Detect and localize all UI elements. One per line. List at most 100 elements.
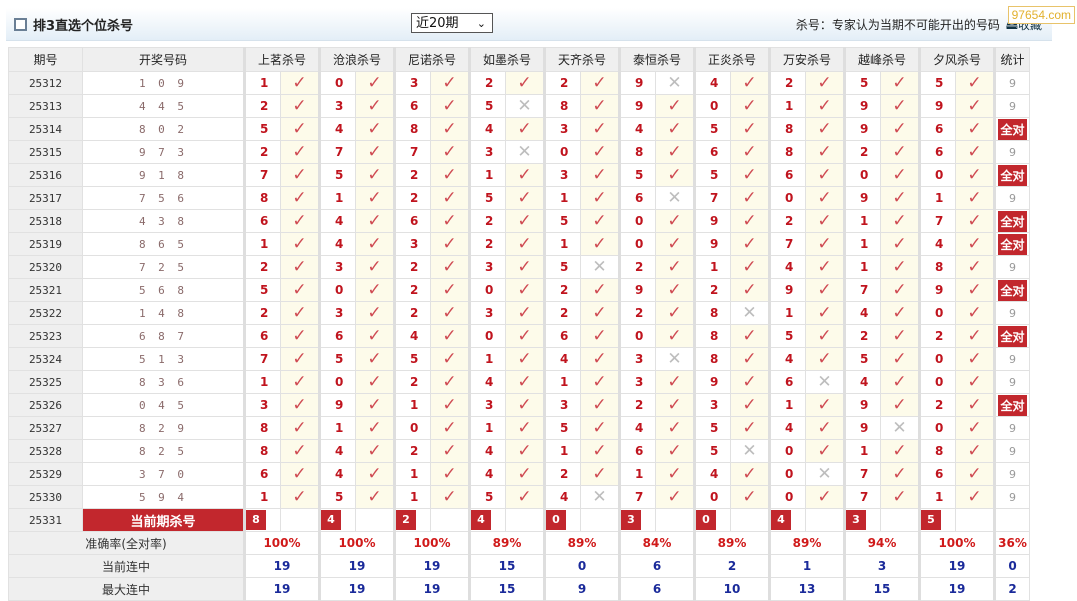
kill-number-cell: 5	[693, 416, 731, 440]
kill-number-cell: 6	[243, 462, 281, 486]
summary-value: 84%	[618, 531, 695, 555]
stat-cell: 全对	[993, 324, 1030, 348]
check-icon: ✓	[655, 393, 695, 417]
kill-number-cell: 1	[468, 416, 506, 440]
check-icon: ✓	[655, 462, 695, 486]
check-icon: ✓	[805, 301, 845, 325]
check-icon: ✓	[955, 370, 995, 394]
period-cell: 25319	[8, 232, 83, 256]
summary-value: 19	[318, 577, 395, 601]
summary-label: 最大连中	[8, 577, 245, 601]
kill-number-cell: 7	[918, 209, 956, 233]
kill-number-cell: 0	[918, 301, 956, 325]
kill-number-cell: 1	[843, 232, 881, 256]
kill-number-cell: 1	[543, 232, 581, 256]
column-header-period: 期号	[8, 47, 83, 72]
kill-number-cell: 3	[618, 370, 656, 394]
period-cell: 25324	[8, 347, 83, 371]
kill-number-cell: 4	[468, 370, 506, 394]
check-icon: ✓	[355, 232, 395, 256]
kill-number-cell: 1	[843, 439, 881, 463]
check-icon: ✓	[280, 186, 320, 210]
kill-number-cell: 2	[393, 186, 431, 210]
check-icon: ✓	[730, 393, 770, 417]
kill-number-cell: 7	[693, 186, 731, 210]
check-icon: ✓	[430, 324, 470, 348]
period-cell: 25321	[8, 278, 83, 302]
current-kill-number: 4	[471, 510, 491, 530]
kill-number-cell: 3	[468, 301, 506, 325]
check-icon: ✓	[655, 370, 695, 394]
kill-number-cell: 2	[918, 393, 956, 417]
draw-number-cell: 3 7 0	[82, 462, 245, 486]
kill-number-cell: 2	[543, 71, 581, 95]
draw-number-cell: 6 8 7	[82, 324, 245, 348]
summary-label: 准确率(全对率)	[8, 531, 245, 555]
check-icon: ✓	[805, 163, 845, 187]
kill-number-cell: 5	[468, 94, 506, 118]
period-cell: 25314	[8, 117, 83, 141]
check-icon: ✓	[355, 439, 395, 463]
stat-cell: 9	[993, 301, 1030, 325]
draw-number-cell: 4 3 8	[82, 209, 245, 233]
check-icon: ✓	[430, 393, 470, 417]
kill-number-cell: 8	[693, 347, 731, 371]
summary-value: 3	[843, 554, 920, 578]
kill-number-cell: 0	[693, 94, 731, 118]
empty-stat-cell	[993, 508, 1030, 532]
check-icon: ✓	[655, 485, 695, 509]
kill-number-cell: 6	[618, 186, 656, 210]
check-icon: ✓	[580, 439, 620, 463]
stat-cell: 9	[993, 255, 1030, 279]
summary-value: 6	[618, 554, 695, 578]
summary-row: 最大连中 19 19 19 15 9 6 10 13 15 19 2	[8, 577, 1030, 601]
period-cell: 25315	[8, 140, 83, 164]
kill-number-cell: 2	[543, 301, 581, 325]
period-cell: 25318	[8, 209, 83, 233]
stat-cell: 9	[993, 416, 1030, 440]
kill-number-cell: 4	[618, 117, 656, 141]
check-icon: ✓	[730, 347, 770, 371]
check-icon: ✓	[280, 209, 320, 233]
kill-number-cell: 9	[918, 278, 956, 302]
check-icon: ✓	[730, 255, 770, 279]
period-cell: 25328	[8, 439, 83, 463]
kill-number-cell: 8	[243, 416, 281, 440]
kill-number-cell: 9	[318, 393, 356, 417]
kill-number-cell: 3	[318, 301, 356, 325]
check-icon: ✓	[430, 278, 470, 302]
period-select[interactable]: 近20期 ⌄	[411, 13, 493, 33]
period-cell: 25325	[8, 370, 83, 394]
check-icon: ✓	[580, 232, 620, 256]
kill-number-cell: 8	[393, 117, 431, 141]
summary-row: 当前连中 19 19 19 15 0 6 2 1 3 19 0	[8, 554, 1030, 578]
check-icon: ✓	[580, 186, 620, 210]
kill-number-cell: 1	[243, 485, 281, 509]
check-icon: ✓	[280, 485, 320, 509]
current-kill-number: 0	[546, 510, 566, 530]
draw-number-cell: 9 1 8	[82, 163, 245, 187]
check-icon: ✓	[880, 347, 920, 371]
kill-number-cell: 9	[618, 71, 656, 95]
check-icon: ✓	[355, 485, 395, 509]
summary-value: 19	[918, 554, 995, 578]
kill-number-cell: 6	[243, 324, 281, 348]
column-header-expert: 如墨杀号	[468, 47, 545, 72]
kill-number-cell: 7	[843, 462, 881, 486]
period-cell: 25323	[8, 324, 83, 348]
summary-value: 15	[468, 554, 545, 578]
check-icon: ✓	[730, 117, 770, 141]
check-icon: ✓	[805, 416, 845, 440]
check-icon: ✓	[880, 439, 920, 463]
column-header-expert: 上茗杀号	[243, 47, 320, 72]
kill-number-cell: 3	[318, 94, 356, 118]
draw-number-cell: 8 3 6	[82, 370, 245, 394]
check-icon: ✓	[505, 324, 545, 348]
kill-number-cell: 1	[243, 232, 281, 256]
kill-number-cell: 2	[768, 71, 806, 95]
summary-value: 100%	[918, 531, 995, 555]
current-kill-number: 8	[246, 510, 266, 530]
table-row: 25323 6 8 7 6 ✓ 6 ✓ 4 ✓ 0 ✓ 6 ✓ 0 ✓ 8 ✓ 5 ✓ 2 ✓ 2 ✓ 全对	[8, 324, 1030, 348]
summary-value: 9	[543, 577, 620, 601]
kill-number-cell: 4	[318, 462, 356, 486]
